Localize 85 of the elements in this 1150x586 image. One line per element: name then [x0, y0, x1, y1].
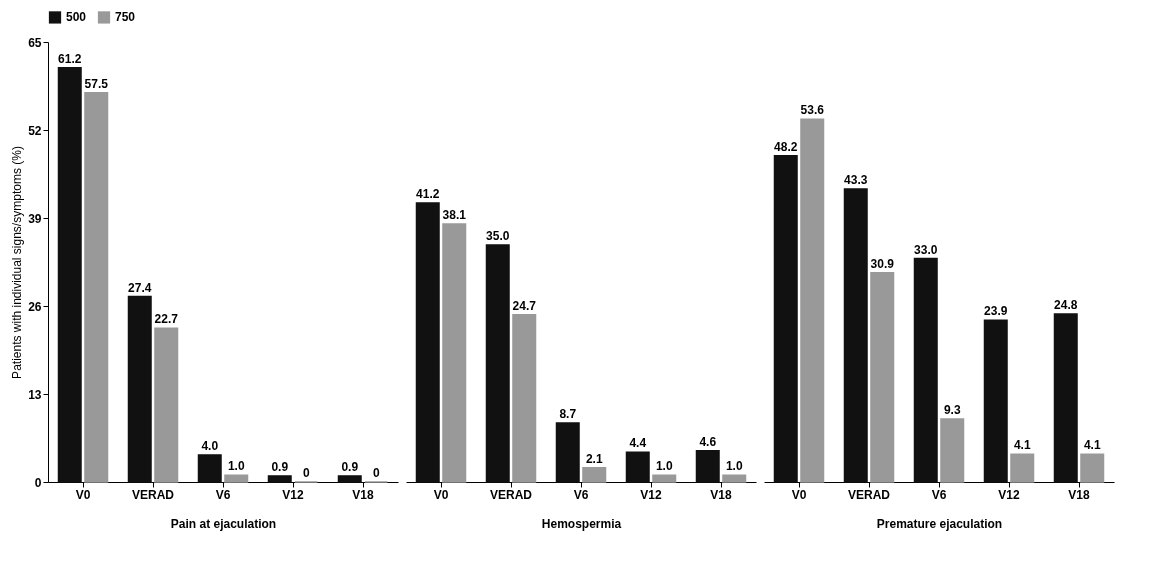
bar [127, 295, 152, 483]
data-label: 0.9 [341, 459, 359, 474]
bar [843, 188, 868, 483]
bar [84, 92, 109, 483]
y-tick-label: 13 [28, 387, 42, 402]
data-label: 4.1 [1083, 438, 1101, 453]
bar [197, 454, 222, 483]
data-label: 43.3 [844, 172, 868, 187]
legend-label: 750 [115, 10, 136, 25]
bar [773, 154, 798, 483]
x-tick-label: V12 [282, 487, 304, 502]
bar [57, 66, 82, 483]
legend-label: 500 [66, 10, 87, 25]
data-label: 8.7 [559, 407, 577, 422]
data-label: 22.7 [154, 312, 179, 327]
bar [485, 244, 510, 483]
y-tick-label: 52 [28, 123, 42, 138]
y-tick-label: 65 [28, 35, 42, 50]
x-axis-title: Hemospermia [541, 516, 622, 531]
bar [940, 418, 965, 483]
bar [695, 450, 720, 483]
bar [652, 474, 677, 483]
bar [722, 474, 747, 483]
bar [512, 314, 537, 483]
bar [625, 451, 650, 483]
data-label: 1.0 [227, 459, 245, 474]
data-label: 4.1 [1013, 438, 1031, 453]
data-label: 57.5 [84, 76, 109, 91]
y-axis-title: Patients with individual signs/symptoms (%) [10, 146, 25, 379]
bar [442, 223, 467, 483]
y-tick-label: 39 [28, 211, 42, 226]
x-tick-label: V6 [931, 487, 947, 502]
data-label: 41.2 [416, 187, 440, 202]
x-tick-label: V12 [640, 487, 662, 502]
bar [913, 257, 938, 483]
data-label: 48.2 [774, 139, 798, 154]
x-axis-title: Pain at ejaculation [170, 516, 277, 531]
x-tick-label: V6 [215, 487, 231, 502]
y-tick-label: 26 [28, 299, 42, 314]
data-label: 9.3 [943, 403, 961, 418]
data-label: 35.0 [486, 229, 510, 244]
x-tick-label: VERAD [489, 487, 533, 502]
data-label: 24.7 [512, 298, 537, 313]
x-tick-label: V0 [791, 487, 807, 502]
bar [1053, 313, 1078, 483]
x-tick-label: V18 [1068, 487, 1090, 502]
bar [154, 327, 179, 483]
data-label: 2.1 [585, 451, 603, 466]
data-label: 61.2 [58, 51, 82, 66]
x-tick-label: V0 [75, 487, 91, 502]
bar [267, 475, 292, 483]
data-label: 4.4 [629, 436, 647, 451]
bar [224, 474, 249, 483]
data-label: 27.4 [128, 280, 152, 295]
x-tick-label: V6 [573, 487, 589, 502]
data-label: 4.6 [699, 434, 717, 449]
bar [555, 422, 580, 483]
data-label: 38.1 [442, 208, 467, 223]
bar [582, 467, 607, 483]
y-tick-label: 0 [34, 475, 42, 490]
bar [415, 202, 440, 483]
data-label: 1.0 [655, 459, 673, 474]
bar [1010, 453, 1035, 483]
bar [1080, 453, 1105, 483]
x-tick-label: V0 [433, 487, 449, 502]
x-tick-label: V18 [352, 487, 374, 502]
data-label: 23.9 [984, 304, 1008, 319]
data-label: 0.9 [271, 459, 289, 474]
x-tick-label: V18 [710, 487, 732, 502]
x-tick-label: VERAD [131, 487, 175, 502]
data-label: 30.9 [870, 256, 895, 271]
bar [983, 319, 1008, 483]
data-label: 53.6 [800, 103, 825, 118]
x-tick-label: VERAD [847, 487, 891, 502]
bar [337, 475, 362, 483]
x-tick-label: V12 [998, 487, 1020, 502]
data-label: 0 [302, 466, 310, 480]
data-label: 24.8 [1054, 298, 1078, 313]
data-label: 33.0 [914, 242, 938, 257]
bar [870, 272, 895, 483]
data-label: 0 [372, 466, 380, 480]
x-axis-title: Premature ejaculation [876, 516, 1003, 531]
data-label: 1.0 [725, 459, 743, 474]
data-label: 4.0 [201, 438, 219, 453]
bar [800, 118, 825, 483]
